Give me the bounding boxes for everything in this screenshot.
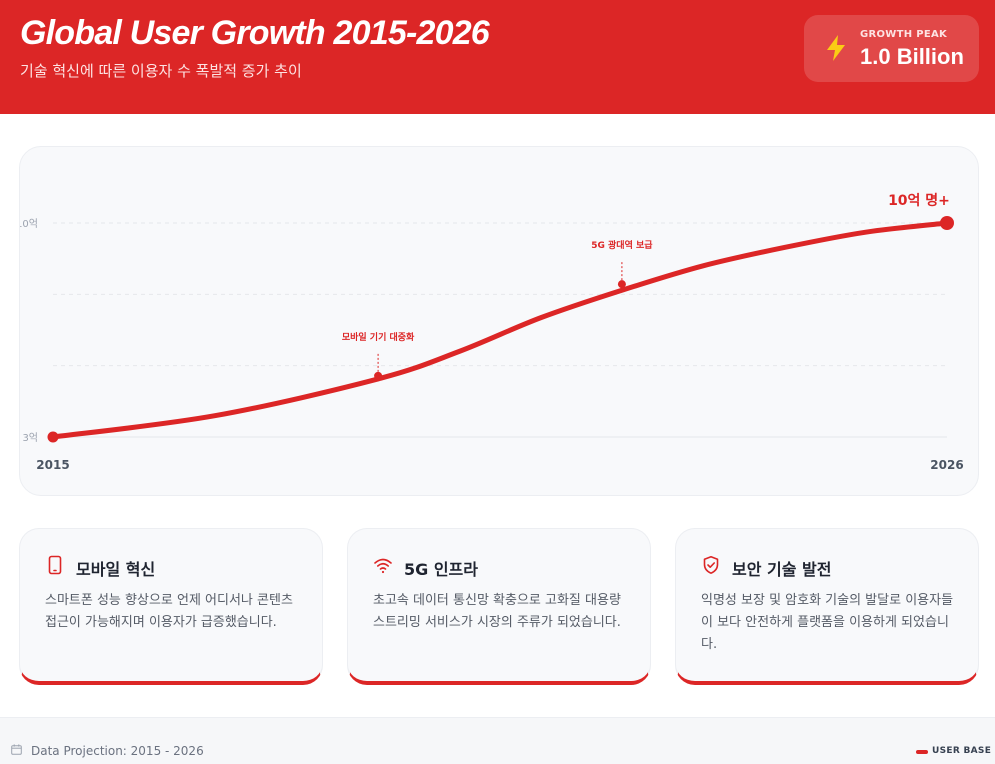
end-value-label: 10억 명+ <box>888 192 950 209</box>
data-point-end <box>940 216 954 230</box>
legend-swatch <box>916 750 928 754</box>
annotation-marker <box>617 280 626 289</box>
legend-label: USER BASE <box>932 746 992 756</box>
chart-card: 3억 10억 2015 2026 10억 명+ 모바일 기기 대중화 5G 광대역 보급 <box>19 146 979 496</box>
annotation-marker <box>374 371 383 380</box>
footer: Data Projection: 2015 - 2026 USER BASE <box>0 717 995 764</box>
feature-card-5g: 5G 인프라 초고속 데이터 통신망 확충으로 고화질 대용량 스트리밍 서비스… <box>347 528 651 685</box>
card-description: 초고속 데이터 통신망 확충으로 고화질 대용량 스트리밍 서비스가 시장의 주… <box>373 593 621 630</box>
feature-card-security: 보안 기술 발전 익명성 보장 및 암호화 기술의 발달로 이용자들이 보다 안… <box>675 528 979 685</box>
lightning-bolt-icon <box>827 35 845 61</box>
wifi-icon <box>374 558 392 574</box>
x-tick-label: 2026 <box>930 458 963 472</box>
feature-card-mobile: 모바일 혁신 스마트폰 성능 향상으로 언제 어디서나 콘텐츠 접근이 가능해지… <box>19 528 323 685</box>
growth-peak-value: 1.0 Billion <box>860 44 964 69</box>
y-tick-label: 10억 <box>20 218 38 230</box>
header-banner: Global User Growth 2015-2026 기술 혁신에 따른 이… <box>0 0 995 114</box>
data-point-start <box>47 431 59 443</box>
y-tick-label: 3억 <box>22 432 38 444</box>
card-description: 스마트폰 성능 향상으로 언제 어디서나 콘텐츠 접근이 가능해지며 이용자가 … <box>45 593 293 630</box>
card-title: 모바일 혁신 <box>76 560 156 579</box>
growth-line-chart: 3억 10억 2015 2026 10억 명+ 모바일 기기 대중화 5G 광대역 보급 <box>20 192 964 472</box>
shield-check-icon <box>703 556 719 574</box>
card-title: 보안 기술 발전 <box>732 560 832 579</box>
smartphone-icon <box>48 555 62 575</box>
page-subtitle: 기술 혁신에 따른 이용자 수 폭발적 증가 추이 <box>20 62 302 80</box>
annotation-label: 모바일 기기 대중화 <box>342 331 415 343</box>
growth-peak-label: GROWTH PEAK <box>860 29 948 40</box>
card-description: 익명성 보장 및 암호화 기술의 발달로 이용자들이 보다 안전하게 플랫폼을 … <box>701 593 954 652</box>
x-tick-label: 2015 <box>36 458 69 472</box>
page-title: Global User Growth 2015-2026 <box>20 14 490 52</box>
card-title: 5G 인프라 <box>404 560 478 579</box>
series-line-user-base <box>50 220 950 440</box>
footer-projection-text: Data Projection: 2015 - 2026 <box>31 744 204 758</box>
calendar-icon <box>11 744 22 755</box>
annotation-label: 5G 광대역 보급 <box>591 239 653 251</box>
growth-peak-badge: GROWTH PEAK 1.0 Billion <box>804 15 979 82</box>
